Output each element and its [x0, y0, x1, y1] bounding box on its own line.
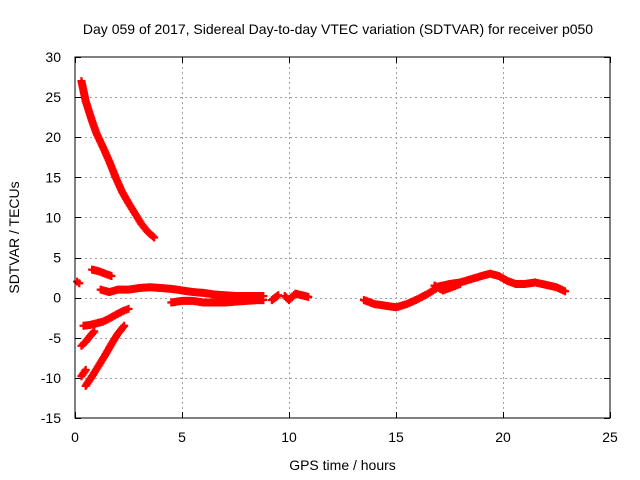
- series-arc-11: [81, 321, 129, 390]
- y-tick-label: 25: [45, 89, 61, 105]
- track-sample: [78, 340, 87, 349]
- track-sample: [80, 367, 89, 376]
- tick-layer: 0 5 10 15 20 25 -15 -10 -5 0 5 10 15 20 25 30: [41, 49, 618, 445]
- y-tick-label: 0: [53, 290, 61, 306]
- grid-layer: [75, 57, 610, 418]
- series-arc-4: [96, 283, 268, 301]
- series-arc-10: [77, 365, 90, 381]
- track-sample: [119, 323, 128, 332]
- x-tick-label: 5: [178, 429, 186, 445]
- track-sample: [105, 271, 114, 280]
- x-tick-label: 10: [281, 429, 297, 445]
- x-tick-label: 20: [495, 429, 511, 445]
- track-sample: [454, 280, 463, 289]
- series-arc-3: [73, 277, 84, 288]
- track-sample: [89, 328, 98, 337]
- y-tick-label: 10: [45, 209, 61, 225]
- series-arc-7: [280, 289, 313, 305]
- y-tick-label: 5: [53, 250, 61, 266]
- series-layer: [73, 77, 570, 390]
- x-tick-label: 15: [388, 429, 404, 445]
- x-tick-label: 0: [71, 429, 79, 445]
- series-arc-6: [267, 291, 283, 305]
- y-tick-label: -15: [41, 410, 61, 426]
- series-arc-8: [79, 304, 133, 330]
- series-arc-13: [430, 280, 465, 295]
- y-tick-label: -10: [41, 370, 61, 386]
- chart-title: Day 059 of 2017, Sidereal Day-to-day VTE…: [83, 21, 593, 37]
- y-tick-label: 15: [45, 169, 61, 185]
- series-arc-9: [77, 327, 99, 350]
- series-arc-12: [359, 269, 570, 312]
- track-sample: [288, 292, 297, 301]
- series-arc-2: [88, 265, 116, 281]
- track-sample: [147, 231, 156, 240]
- plot-frame: [74, 56, 611, 419]
- x-axis-label: GPS time / hours: [289, 457, 396, 473]
- track-sample: [122, 305, 131, 314]
- x-tick-label: 25: [602, 429, 618, 445]
- y-tick-label: 20: [45, 129, 61, 145]
- track-sample: [302, 292, 311, 301]
- series-arc-1: [77, 77, 159, 242]
- track-sample: [273, 292, 282, 301]
- track-sample: [257, 296, 266, 305]
- track-sample: [559, 286, 568, 295]
- track-sample: [148, 232, 157, 241]
- y-axis-label: SDTVAR / TECUs: [6, 181, 22, 293]
- y-tick-label: -5: [49, 330, 62, 346]
- y-tick-label: 30: [45, 49, 61, 65]
- series-arc-5: [167, 296, 268, 307]
- data-point: [75, 279, 84, 288]
